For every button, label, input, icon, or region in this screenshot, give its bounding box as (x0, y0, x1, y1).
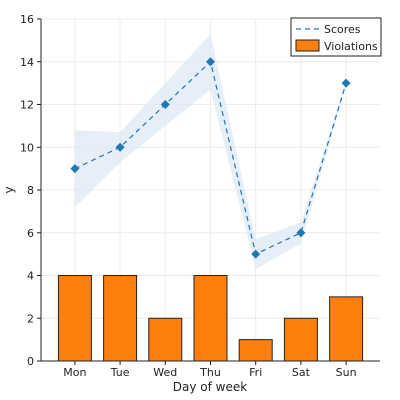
bar-thu (193, 275, 228, 362)
y-tick-label: 6 (27, 227, 34, 240)
score-point-fri (251, 249, 261, 259)
bar-fri (238, 339, 273, 362)
score-point-thu (206, 57, 215, 67)
y-tick-label: 2 (27, 312, 34, 325)
y-tick-label: 14 (20, 56, 34, 69)
x-tick-label: Mon (63, 366, 86, 379)
bar-mon (57, 275, 92, 362)
x-tick-label: Sun (336, 366, 357, 379)
axes: 0 2 4 6 8 10 12 14 16 Mon Tue Wed Thu Fri Sat Sun (20, 13, 380, 379)
bar-tue (103, 275, 138, 362)
y-tick-label: 4 (27, 270, 34, 283)
y-tick-label: 16 (20, 13, 34, 26)
legend-scores-label: Scores (324, 23, 361, 36)
y-tick-label: 10 (20, 141, 34, 154)
x-tick-label: Wed (153, 366, 177, 379)
score-point-tue (115, 142, 125, 152)
x-tick-label: Fri (249, 366, 262, 379)
bars (57, 275, 364, 362)
confidence-band (74, 33, 347, 270)
bar-wed (148, 317, 183, 362)
x-tick-label: Tue (110, 366, 130, 379)
y-axis-label: y (2, 186, 16, 193)
score-point-sun (341, 78, 351, 88)
bar-sun (329, 296, 364, 362)
y-tick-label: 0 (27, 355, 34, 368)
legend: Scores Violations (290, 17, 382, 57)
x-axis-label: Day of week (173, 380, 247, 394)
score-point-mon (70, 164, 80, 174)
y-tick-label: 12 (20, 99, 34, 112)
scores-confidence-band (74, 33, 347, 270)
score-point-sat (296, 228, 306, 238)
y-tick-label: 8 (27, 184, 34, 197)
legend-violations-swatch (295, 39, 320, 52)
legend-violations-label: Violations (324, 40, 378, 53)
x-tick-label: Sat (292, 366, 311, 379)
score-line-group (70, 57, 351, 259)
bar-sat (283, 317, 318, 362)
score-point-wed (160, 100, 170, 109)
x-tick-label: Thu (199, 366, 221, 379)
